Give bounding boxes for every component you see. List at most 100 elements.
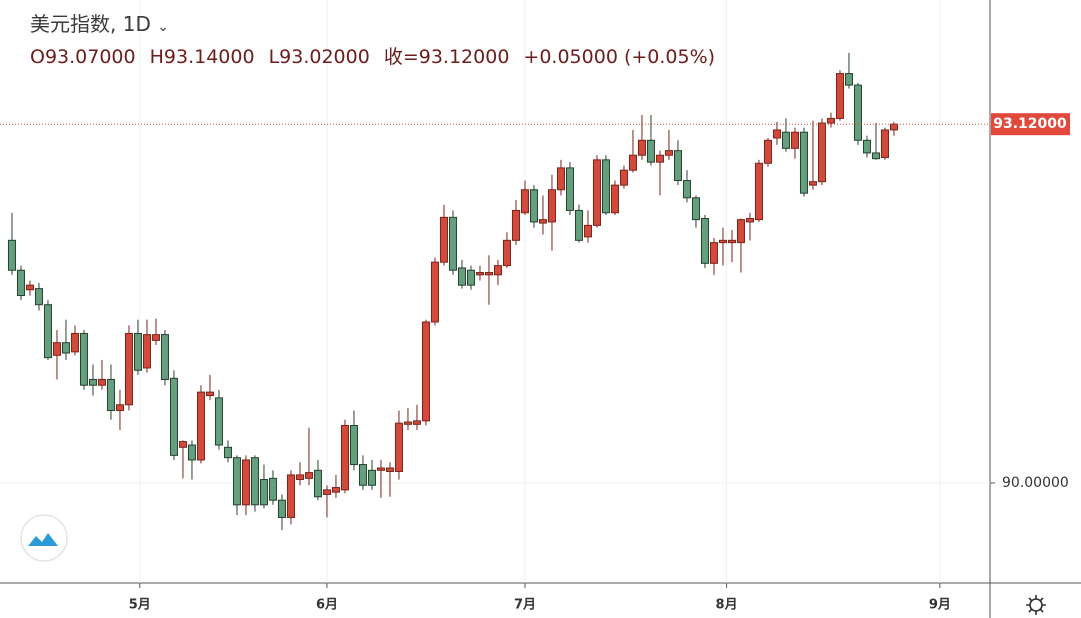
candle-body (691, 197, 700, 221)
candle-body (880, 129, 889, 159)
candle-body (817, 122, 826, 183)
ohlc-legend: O93.07000 H93.14000 L93.02000 收=93.12000 +0.… (30, 42, 729, 69)
candle-body (133, 332, 142, 371)
candle-body (574, 209, 583, 241)
settings-icon[interactable] (1026, 595, 1046, 615)
candle-body (529, 189, 538, 223)
candle-body (250, 457, 259, 506)
candle-body (259, 479, 268, 506)
candle-body (736, 219, 745, 244)
candle-body (565, 167, 574, 211)
candle-body (124, 332, 133, 406)
candle-body (727, 239, 736, 244)
y-tick-label: 90.00000 (1002, 475, 1069, 491)
candle-body (376, 467, 385, 471)
candle-body (412, 420, 421, 425)
candle-body (799, 131, 808, 194)
candle-body (268, 477, 277, 501)
candle-body (151, 334, 160, 341)
candle-body (448, 216, 457, 271)
candle-body (331, 487, 340, 493)
candle-body (754, 162, 763, 221)
legend-high: H93.14000 (149, 46, 255, 68)
legend-close: 收=93.12000 (383, 46, 510, 68)
candle-body (304, 472, 313, 479)
candle-body (745, 217, 754, 223)
candle-body (709, 242, 718, 264)
candle-body (889, 123, 898, 131)
candle-body (583, 224, 592, 238)
candle-body (79, 332, 88, 386)
candle-body (115, 404, 124, 412)
candle-body (142, 334, 151, 369)
candle-body (430, 261, 439, 323)
candle-body (628, 154, 637, 171)
candle-body (394, 422, 403, 472)
candle-body (205, 391, 214, 397)
candle-body (97, 378, 106, 386)
tv-logo (20, 514, 68, 562)
candle-body (511, 209, 520, 241)
candle-body (7, 239, 16, 271)
candles (7, 52, 898, 531)
candle-body (403, 421, 412, 425)
candle-body (52, 342, 61, 356)
candle-body (34, 288, 43, 306)
candle-body (232, 457, 241, 506)
candle-body (385, 467, 394, 472)
candle-body (277, 499, 286, 518)
candle-body (295, 474, 304, 481)
candle-body (655, 154, 664, 163)
candle-body (700, 217, 709, 264)
candle-body (547, 189, 556, 223)
candle-body (358, 464, 367, 486)
candle-body (808, 181, 817, 186)
candle-body (457, 267, 466, 286)
candle-body (853, 84, 862, 141)
candle-body (88, 378, 97, 386)
candle-body (664, 150, 673, 156)
candle-body (367, 469, 376, 486)
candle-body (520, 189, 529, 214)
candle-body (610, 184, 619, 214)
candle-body (556, 167, 565, 191)
x-tick-label: 5月 (129, 598, 151, 613)
candle-body (484, 272, 493, 276)
candle-body (781, 131, 790, 149)
last-price-label: 93.12000 (993, 116, 1067, 132)
candle-body (349, 424, 358, 466)
candle-body (169, 377, 178, 456)
x-tick-label: 8月 (716, 598, 738, 613)
candle-body (178, 441, 187, 448)
x-tick-label: 6月 (316, 598, 338, 613)
candle-body (682, 180, 691, 199)
candle-body (313, 469, 322, 498)
candle-body (196, 391, 205, 461)
legend-change: +0.05000 (+0.05%) (523, 46, 716, 68)
candle-body (286, 474, 295, 518)
last-price-box (991, 113, 1070, 136)
x-tick-label: 7月 (514, 598, 536, 613)
x-tick-label: 9月 (929, 598, 951, 613)
legend-low: L93.02000 (268, 46, 370, 68)
candle-body (160, 334, 169, 380)
legend-open: O93.07000 (30, 46, 136, 68)
candle-body (16, 269, 25, 297)
candle-body (106, 378, 115, 412)
candle-body (493, 265, 502, 276)
candle-body (835, 73, 844, 119)
candle-body (70, 332, 79, 353)
candle-body (340, 424, 349, 491)
candle-body (322, 489, 331, 495)
candle-body (421, 321, 430, 422)
candle-body (844, 73, 853, 86)
candle-body (871, 152, 880, 160)
candle-body (439, 216, 448, 263)
chart-title[interactable]: 美元指数, 1D ⌄ (30, 8, 169, 37)
candle-body (790, 131, 799, 149)
candle-body (475, 272, 484, 276)
candle-body (223, 446, 232, 459)
